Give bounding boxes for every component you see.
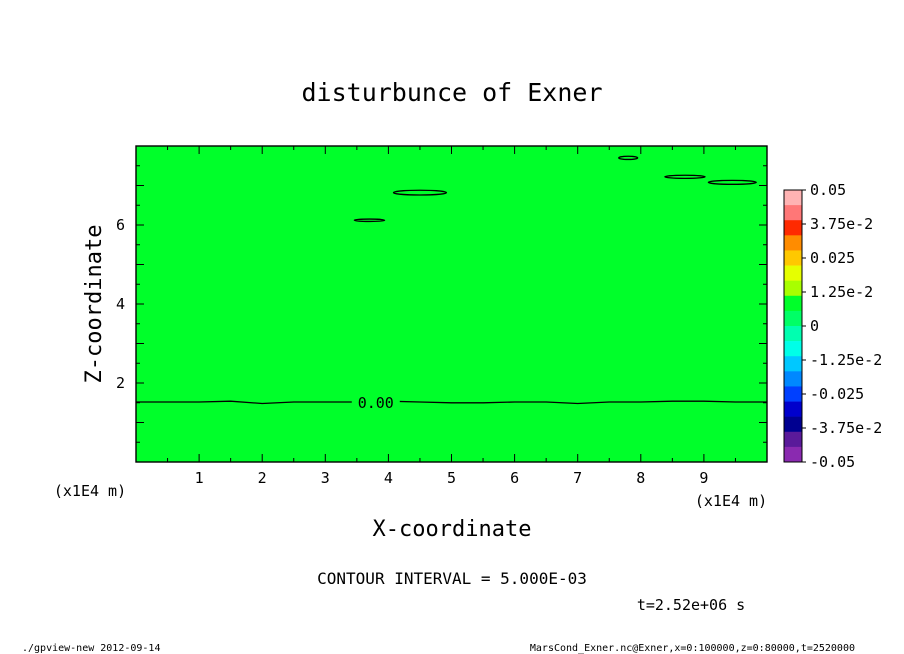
x-unit-label-left: (x1E4 m) <box>54 482 126 500</box>
colorbar-swatch <box>784 431 802 448</box>
small-contour-3 <box>664 174 706 180</box>
x-tick-label: 4 <box>384 469 393 487</box>
axes: 1 2 3 4 5 6 7 8 9 2 4 6 <box>116 145 768 487</box>
zero-contour-label: 0.00 <box>358 394 394 412</box>
x-tick-label: 8 <box>636 469 645 487</box>
time-label: t=2.52e+06 s <box>637 596 745 614</box>
colorbar-swatch <box>784 280 802 297</box>
colorbar-label: 0 <box>810 317 819 335</box>
y-tick-label: 4 <box>116 295 125 313</box>
colorbar-swatch <box>784 310 802 327</box>
colorbar-swatch <box>784 416 802 433</box>
contour-lines: 0.00 <box>136 155 767 412</box>
x-tick-label: 5 <box>447 469 456 487</box>
colorbar-label: 0.025 <box>810 249 855 267</box>
x-tick-label: 2 <box>258 469 267 487</box>
x-axis-label: X-coordinate <box>373 517 532 542</box>
x-tick-label: 3 <box>321 469 330 487</box>
contour-interval-text: CONTOUR INTERVAL = 5.000E-03 <box>317 569 587 588</box>
chart-title: disturbunce of Exner <box>301 78 602 107</box>
colorbar: 0.05 3.75e-2 0.025 1.25e-2 0 -1.25e-2 -0.025 -3… <box>783 181 882 471</box>
y-axis-label: Z-coordinate <box>82 225 107 384</box>
colorbar-swatch <box>784 326 802 342</box>
x-tick-label: 9 <box>699 469 708 487</box>
plot-area <box>136 146 767 462</box>
colorbar-swatch <box>784 371 802 387</box>
colorbar-label: -3.75e-2 <box>810 419 882 437</box>
small-contour-1 <box>353 218 386 223</box>
x-tick-label: 7 <box>573 469 582 487</box>
x-unit-label-right: (x1E4 m) <box>695 492 767 510</box>
colorbar-swatch <box>784 356 802 372</box>
small-contour-2 <box>618 155 639 161</box>
zero-contour-line <box>136 400 767 405</box>
colorbar-swatch <box>784 220 802 236</box>
x-tick-label: 6 <box>510 469 519 487</box>
colorbar-label: 1.25e-2 <box>810 283 873 301</box>
y-tick-label: 2 <box>116 374 125 392</box>
footer-left: ./gpview-new 2012-09-14 <box>22 643 160 654</box>
colorbar-swatch <box>784 235 802 251</box>
zero-contour-label-bg <box>351 392 400 411</box>
colorbar-swatch <box>784 401 802 417</box>
colorbar-label: -0.05 <box>810 453 855 471</box>
colorbar-swatch <box>784 446 802 463</box>
small-contour-4 <box>707 179 757 185</box>
colorbar-swatch <box>784 265 802 281</box>
colorbar-swatch <box>784 295 802 312</box>
colorbar-swatch <box>784 190 802 206</box>
colorbar-swatch <box>784 205 802 221</box>
colorbar-swatch <box>784 386 802 402</box>
colorbar-label: 3.75e-2 <box>810 215 873 233</box>
x-tick-label: 1 <box>195 469 204 487</box>
colorbar-label: 0.05 <box>810 181 846 199</box>
colorbar-label: -1.25e-2 <box>810 351 882 369</box>
colorbar-swatch <box>784 341 802 357</box>
colorbar-swatch <box>784 250 802 266</box>
contour-fill <box>136 146 767 462</box>
footer-right: MarsCond_Exner.nc@Exner,x=0:100000,z=0:8… <box>530 643 855 654</box>
small-contour-0 <box>392 189 448 196</box>
y-tick-label: 6 <box>116 216 125 234</box>
colorbar-label: -0.025 <box>810 385 864 403</box>
